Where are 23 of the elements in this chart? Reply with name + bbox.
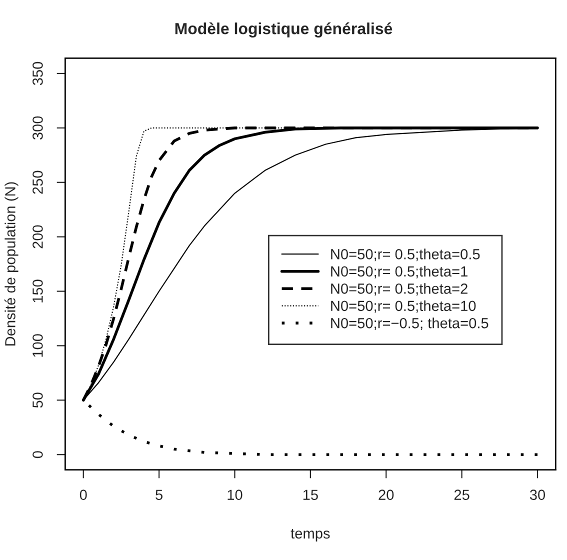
y-tick-label: 350 (32, 62, 43, 86)
y-axis-title: Densité de population (N) (4, 182, 18, 346)
legend-label: N0=50;r= 0.5;theta=0.5 (331, 248, 480, 262)
y-tick-label: 300 (32, 116, 43, 140)
y-tick-label: 50 (32, 392, 43, 408)
chart-title: Modèle logistique généralisé (175, 22, 392, 38)
x-tick-label: 30 (530, 490, 546, 500)
legend-label: N0=50;r= 0.5;theta=1 (331, 266, 468, 278)
x-tick-label: 10 (228, 490, 242, 500)
legend-label: N0=50;r= 0.5;theta=10 (331, 300, 476, 313)
legend-label: N0=50;r=−0.5; theta=0.5 (331, 318, 488, 330)
x-tick-label: 25 (454, 490, 470, 500)
x-tick-label: 5 (156, 490, 162, 500)
y-tick-label: 0 (32, 451, 43, 458)
legend-label: N0=50;r= 0.5;theta=2 (331, 283, 468, 296)
x-axis-title: temps (290, 529, 330, 542)
y-tick-label: 250 (32, 170, 43, 194)
x-tick-label: 0 (80, 490, 87, 500)
x-tick-label: 20 (378, 490, 394, 500)
y-tick-label: 150 (32, 280, 43, 302)
y-tick-label: 100 (32, 334, 43, 357)
y-tick-label: 200 (32, 225, 43, 248)
x-tick-label: 15 (303, 490, 318, 500)
